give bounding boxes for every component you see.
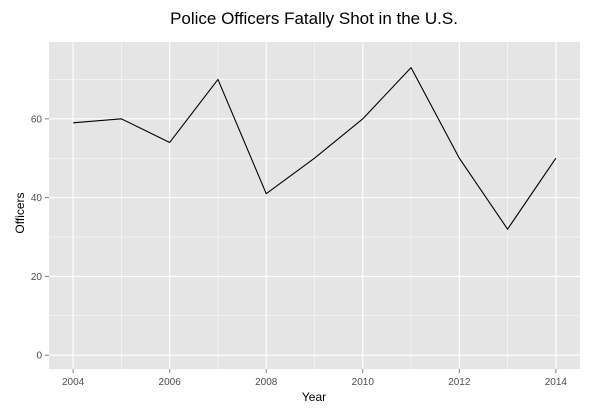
y-tick-label: 0 (36, 351, 42, 362)
y-tick-label: 40 (31, 193, 43, 204)
x-tick-label: 2012 (448, 377, 471, 388)
tick-marks (45, 118, 557, 373)
major-gridlines (49, 42, 580, 369)
x-tick-label: 2014 (545, 377, 568, 388)
x-tick-label: 2010 (352, 377, 375, 388)
x-tick-label: 2006 (159, 377, 182, 388)
x-tick-label: 2004 (62, 377, 85, 388)
x-tick-labels: 2004 2006 2008 2010 2012 2014 (62, 377, 567, 388)
chart-title: Police Officers Fatally Shot in the U.S. (170, 9, 458, 28)
x-tick-label: 2008 (255, 377, 278, 388)
y-axis-title: Officers (13, 192, 27, 233)
series-layer (73, 67, 557, 230)
y-tick-label: 20 (31, 272, 43, 283)
y-tick-labels: 0 20 40 60 (31, 114, 43, 361)
x-axis-title: Year (302, 390, 326, 404)
y-tick-label: 60 (31, 114, 43, 125)
minor-gridlines (49, 42, 580, 369)
